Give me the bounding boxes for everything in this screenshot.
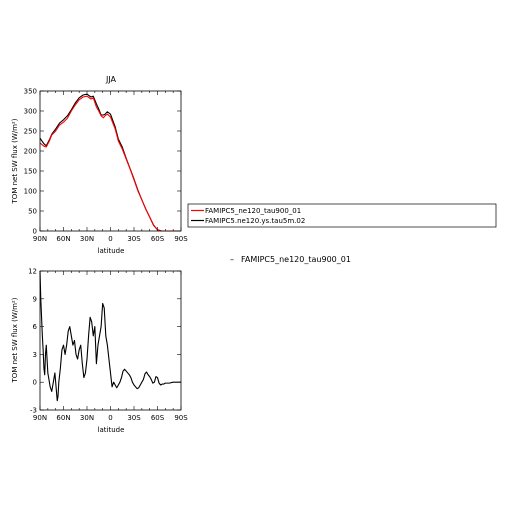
top-series-line-2	[39, 95, 181, 232]
top-y-tick-label: 100	[24, 188, 37, 196]
difference-label-dash: –	[230, 255, 234, 264]
bottom-panel: 90N 60N 30N 0 30S 60S 90S -3 0 3 6 9 12 latitude TOM…	[11, 268, 188, 435]
bottom-y-tick-label: 12	[28, 268, 37, 276]
bottom-plot-frame	[39, 270, 182, 411]
bottom-x-axis-label: latitude	[98, 426, 125, 434]
legend-entry-2: FAMIPC5.ne120.ys.tau5m.02	[205, 217, 305, 225]
top-y-tick-label: 350	[24, 88, 37, 96]
top-x-tick-label: 90S	[174, 235, 188, 243]
bottom-x-tick-label: 60S	[151, 414, 165, 422]
bottom-x-tick-label: 30S	[127, 414, 141, 422]
panel-title: JJA	[105, 75, 117, 84]
top-x-tick-label: 60S	[151, 235, 165, 243]
top-x-tick-label: 30S	[127, 235, 141, 243]
top-x-tick-label: 0	[108, 235, 112, 243]
top-panel: JJA 90N 60N 30N 0 30S 60S 90S 0 50 100 150 200 250 30…	[11, 75, 188, 255]
bottom-y-tick-label: 0	[33, 379, 37, 387]
top-y-tick-label: 200	[24, 148, 37, 156]
bottom-x-tick-label: 30N	[80, 414, 94, 422]
bottom-y-tick-label: 3	[33, 351, 37, 359]
top-series-group	[39, 93, 181, 232]
top-x-tick-label: 30N	[80, 235, 94, 243]
top-y-tick-label: 0	[33, 228, 37, 236]
top-x-axis-label: latitude	[98, 247, 125, 255]
bottom-series-group	[39, 270, 181, 402]
top-x-tick-label: 90N	[33, 235, 47, 243]
top-x-tick-label: 60N	[56, 235, 70, 243]
top-y-tick-label: 250	[24, 128, 37, 136]
bottom-axes: 90N 60N 30N 0 30S 60S 90S -3 0 3 6 9 12	[28, 268, 188, 423]
bottom-x-tick-label: 60N	[56, 414, 70, 422]
bottom-y-tick-label: 6	[33, 323, 38, 331]
difference-label: FAMIPC5_ne120_tau900_01	[241, 255, 351, 264]
top-axes: 90N 60N 30N 0 30S 60S 90S 0 50 100 150 200 250 300 350	[24, 88, 189, 244]
bottom-x-tick-label: 90N	[33, 414, 47, 422]
bottom-series-line-1	[39, 270, 181, 402]
legend-box	[187, 203, 497, 228]
legend-entry-1: FAMIPC5_ne120_tau900_01	[205, 207, 301, 215]
bottom-y-tick-label: -3	[30, 407, 37, 415]
bottom-y-axis-label: TOM net SW flux (W/m²)	[11, 297, 19, 383]
bottom-y-tick-label: 9	[33, 295, 37, 303]
bottom-x-tick-label: 0	[108, 414, 112, 422]
top-y-axis-label: TOM net SW flux (W/m²)	[11, 118, 19, 204]
bottom-x-tick-label: 90S	[174, 414, 188, 422]
legend: FAMIPC5_ne120_tau900_01 FAMIPC5.ne120.ys…	[187, 203, 497, 228]
top-series-line-1	[39, 93, 181, 232]
top-y-tick-label: 300	[24, 108, 37, 116]
top-plot-frame	[39, 90, 182, 232]
top-y-tick-label: 50	[28, 208, 37, 216]
top-y-tick-label: 150	[24, 168, 37, 176]
